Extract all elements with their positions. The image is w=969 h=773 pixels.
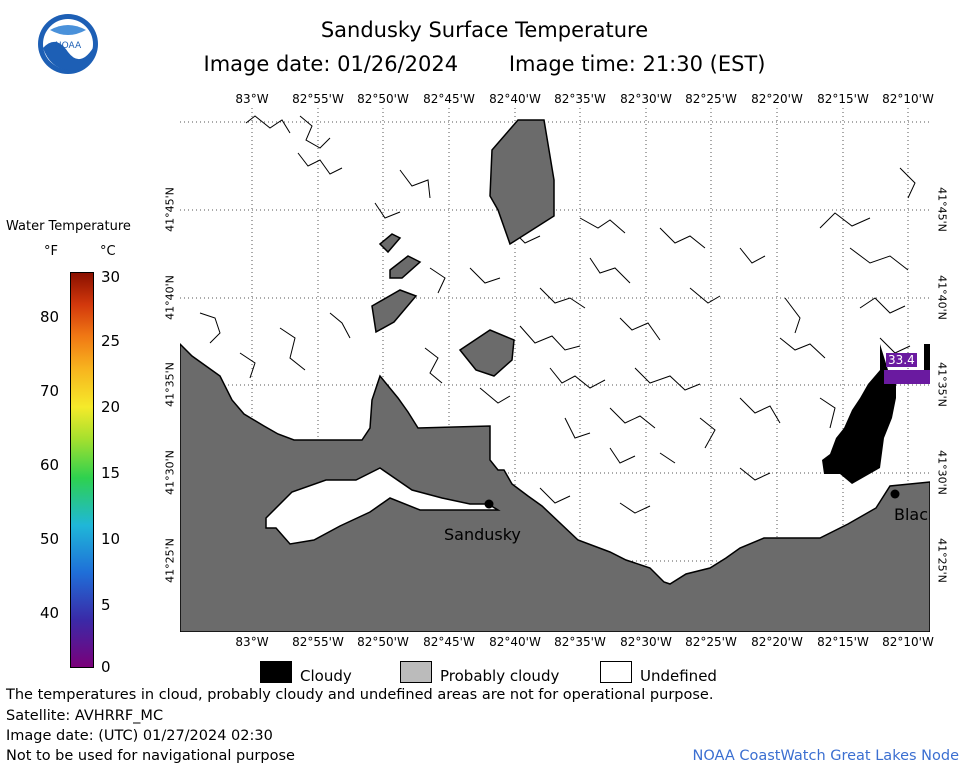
image-datetime: Image date: 01/26/2024 Image time: 21:30… <box>0 52 969 76</box>
lat-label-right: 41°45'N <box>935 187 949 232</box>
lat-label-right: 41°25'N <box>935 538 949 583</box>
f-tick: 50 <box>40 530 60 548</box>
c-tick: 20 <box>101 398 121 416</box>
lat-label-left: 41°30'N <box>163 450 177 495</box>
lon-label-bottom: 83°W <box>235 635 269 649</box>
c-tick: 25 <box>101 332 121 350</box>
lon-label-top: 82°10'W <box>882 92 934 106</box>
cloudy-area <box>822 344 896 484</box>
undefined-label: Undefined <box>640 667 717 685</box>
lat-label-left: 41°45'N <box>163 187 177 232</box>
c-tick: 10 <box>101 530 121 548</box>
unit-celsius: °C <box>100 244 116 259</box>
image-date: Image date: 01/26/2024 <box>203 52 459 76</box>
lon-label-bottom: 82°10'W <box>882 635 934 649</box>
lat-label-left: 41°35'N <box>163 362 177 407</box>
probably-cloudy-swatch <box>400 661 432 683</box>
lon-label-top: 82°45'W <box>423 92 475 106</box>
noaa-logo: NOAA <box>38 14 98 74</box>
c-tick: 0 <box>101 658 111 676</box>
c-tick: 30 <box>101 268 121 286</box>
lon-label-top: 83°W <box>235 92 269 106</box>
small-island <box>389 255 422 279</box>
temperature-readout: 33.4 <box>886 353 917 367</box>
credit: NOAA CoastWatch Great Lakes Node <box>692 748 959 764</box>
lon-label-top: 82°50'W <box>357 92 409 106</box>
sandusky-bay <box>265 467 501 545</box>
lon-label-top: 82°30'W <box>620 92 672 106</box>
lon-label-top: 82°20'W <box>751 92 803 106</box>
islands <box>371 119 555 377</box>
lon-label-bottom: 82°40'W <box>489 635 541 649</box>
lon-label-top: 82°55'W <box>292 92 344 106</box>
temperature-contours <box>199 115 916 514</box>
lon-label-bottom: 82°15'W <box>817 635 869 649</box>
f-tick: 80 <box>40 308 60 326</box>
disclaimer: The temperatures in cloud, probably clou… <box>6 687 714 703</box>
kelleys-island <box>371 289 418 334</box>
c-tick: 15 <box>101 464 121 482</box>
navigation-warning: Not to be used for navigational purpose <box>6 748 295 764</box>
bass-island <box>458 329 515 377</box>
lat-label-left: 41°25'N <box>163 538 177 583</box>
lon-label-top: 82°40'W <box>489 92 541 106</box>
lat-label-right: 41°40'N <box>935 275 949 320</box>
black-river-label: Blac <box>894 505 929 524</box>
small-island <box>378 233 402 254</box>
f-tick: 60 <box>40 456 60 474</box>
undefined-swatch <box>600 661 632 683</box>
pelee-island <box>489 119 555 246</box>
warm-water-cells <box>884 370 930 384</box>
probably-cloudy-label: Probably cloudy <box>440 667 560 685</box>
lat-label-left: 41°40'N <box>163 275 177 320</box>
cloudy-swatch <box>260 661 292 683</box>
lon-label-top: 82°35'W <box>554 92 606 106</box>
lon-label-top: 82°15'W <box>817 92 869 106</box>
sandusky-marker <box>484 499 494 509</box>
temperature-color-bar <box>70 272 94 668</box>
image-time: Image time: 21:30 (EST) <box>508 52 766 76</box>
lon-label-bottom: 82°20'W <box>751 635 803 649</box>
f-tick: 70 <box>40 382 60 400</box>
cloudy-label: Cloudy <box>300 667 352 685</box>
legend-title: Water Temperature <box>6 219 131 234</box>
logo-text: NOAA <box>55 41 82 51</box>
satellite-label: Satellite: AVHRRF_MC <box>6 708 164 724</box>
lon-label-bottom: 82°45'W <box>423 635 475 649</box>
lon-label-bottom: 82°35'W <box>554 635 606 649</box>
lon-label-bottom: 82°25'W <box>685 635 737 649</box>
page-title: Sandusky Surface Temperature <box>320 18 649 42</box>
unit-fahrenheit: °F <box>44 244 58 259</box>
cloud-fragment <box>924 344 930 370</box>
c-tick: 5 <box>101 596 111 614</box>
utc-date: Image date: (UTC) 01/27/2024 02:30 <box>6 728 273 744</box>
black-river-marker <box>890 489 900 499</box>
lon-label-bottom: 82°55'W <box>292 635 344 649</box>
surface-temperature-map <box>180 108 930 632</box>
sandusky-label: Sandusky <box>444 525 521 544</box>
lon-label-bottom: 82°30'W <box>620 635 672 649</box>
lon-label-bottom: 82°50'W <box>357 635 409 649</box>
mainland <box>180 342 930 632</box>
lat-label-right: 41°35'N <box>935 362 949 407</box>
lon-label-top: 82°25'W <box>685 92 737 106</box>
f-tick: 40 <box>40 604 60 622</box>
lat-label-right: 41°30'N <box>935 450 949 495</box>
